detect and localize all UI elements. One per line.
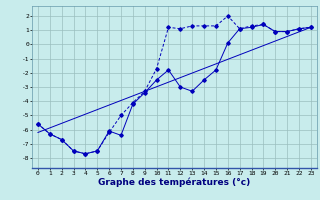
X-axis label: Graphe des températures (°c): Graphe des températures (°c) — [98, 177, 251, 187]
